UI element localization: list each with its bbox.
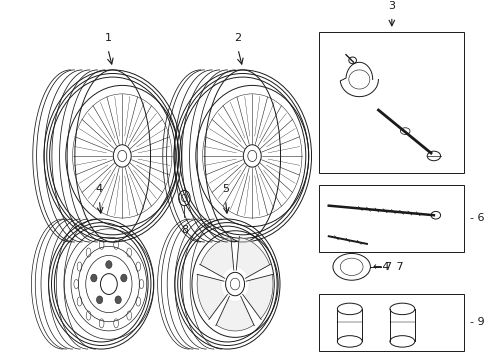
- Polygon shape: [200, 238, 234, 277]
- Ellipse shape: [115, 296, 122, 304]
- Bar: [319, 185, 465, 252]
- Ellipse shape: [121, 274, 127, 282]
- Text: 5: 5: [222, 184, 229, 194]
- Polygon shape: [216, 299, 254, 331]
- Bar: [319, 294, 465, 351]
- Bar: [319, 32, 465, 173]
- Text: 7: 7: [384, 262, 391, 272]
- Text: - 9: - 9: [470, 317, 485, 327]
- Polygon shape: [245, 275, 273, 319]
- Ellipse shape: [91, 274, 97, 282]
- Polygon shape: [237, 238, 270, 277]
- Text: 8: 8: [181, 225, 188, 235]
- Text: ←4  7: ←4 7: [373, 262, 404, 272]
- Ellipse shape: [97, 296, 103, 304]
- Ellipse shape: [106, 261, 112, 269]
- Text: 2: 2: [234, 33, 242, 43]
- Text: - 6: - 6: [470, 213, 485, 223]
- Text: 3: 3: [389, 1, 395, 11]
- Polygon shape: [197, 275, 225, 319]
- Text: 1: 1: [104, 33, 111, 43]
- Text: 4: 4: [96, 184, 103, 194]
